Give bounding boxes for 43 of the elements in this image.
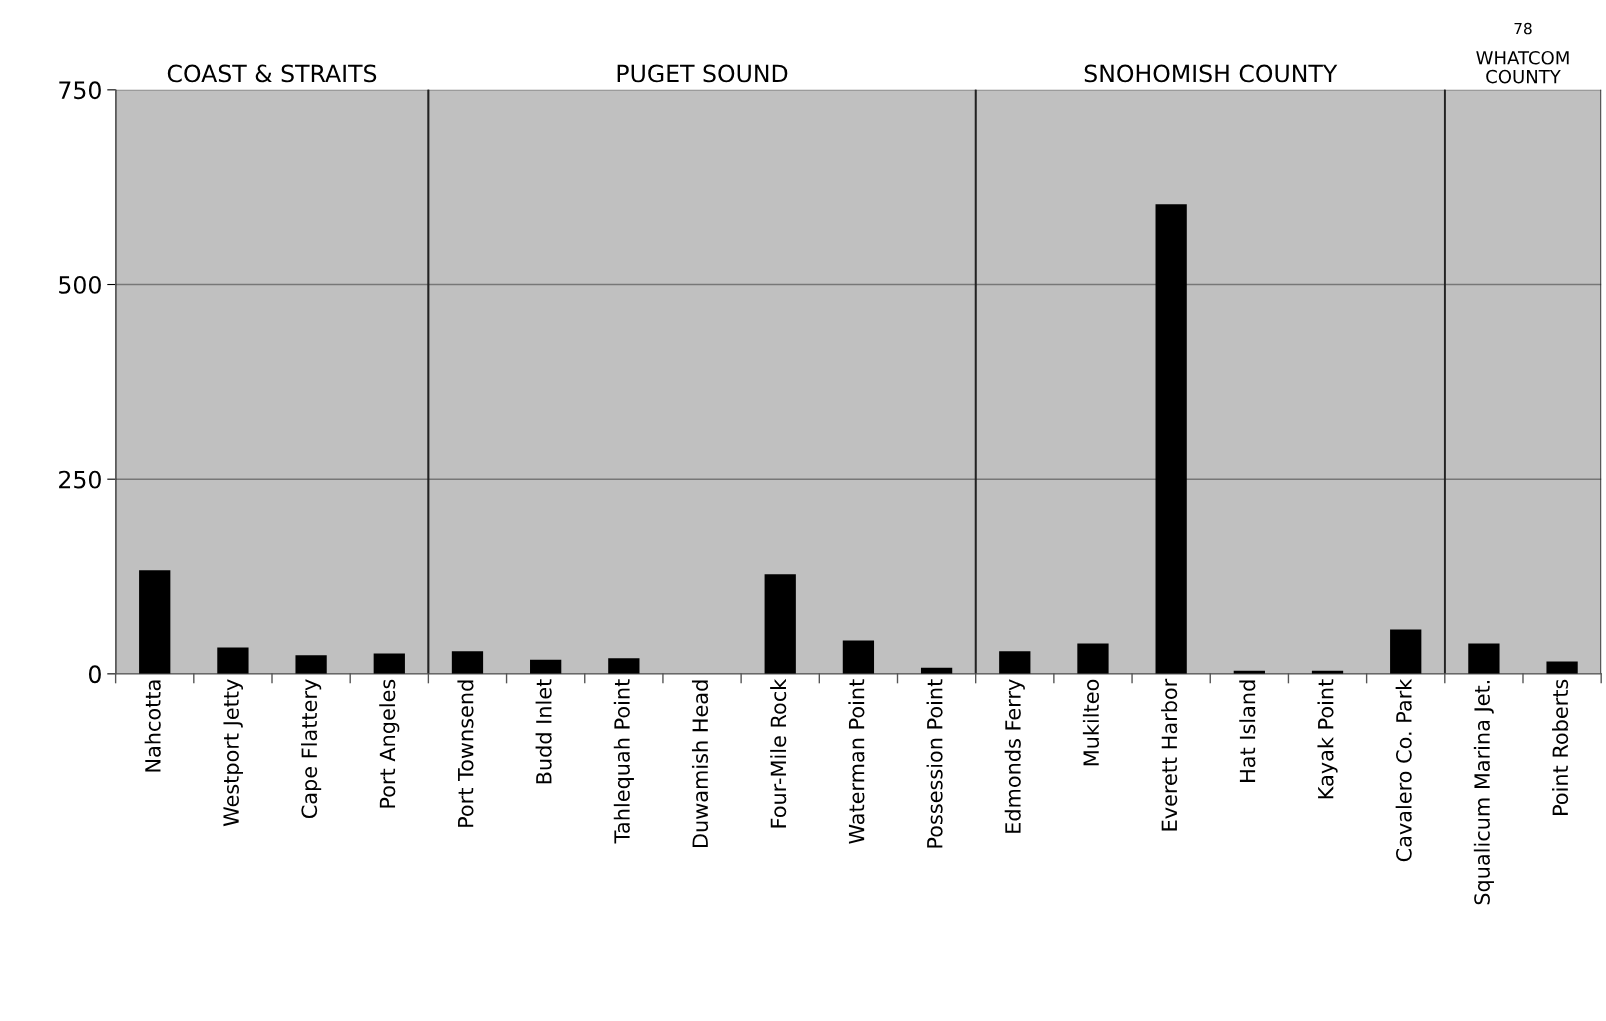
bar [1546, 661, 1578, 674]
y-tick-label: 250 [59, 470, 101, 489]
bar [608, 658, 640, 674]
band-label: PUGET SOUND [617, 64, 788, 83]
x-tick-label: Budd Inlet [535, 679, 552, 784]
y-tick-label: 0 [88, 665, 101, 684]
x-tick-label: Tahlequah Point [613, 679, 634, 844]
y-tick-label: 750 [59, 81, 101, 100]
bar [217, 647, 249, 674]
y-tick-label: 500 [59, 275, 101, 294]
bar [999, 651, 1031, 674]
band-label: COAST & STRAITS [167, 64, 377, 83]
bar [1468, 643, 1500, 674]
bar [842, 640, 875, 674]
x-tick-label: Hat Island [1239, 680, 1256, 782]
x-tick-label: Possession Point [926, 679, 943, 848]
x-tick-label: Cavalero Co. Park [1395, 678, 1412, 862]
x-tick-label: Waterman Point [848, 679, 865, 844]
bar [451, 651, 484, 674]
bar [295, 655, 327, 674]
band-label: WHATCOM COUNTY [1476, 50, 1569, 84]
band-label: SNOHOMISH COUNTY [1084, 64, 1338, 83]
x-tick-label: Duwamish Head [691, 680, 709, 847]
bar [1077, 643, 1109, 674]
bar [139, 570, 171, 674]
x-tick-label: Nahcotta [144, 680, 161, 772]
x-tick-label: Point Roberts [1552, 679, 1569, 815]
bar [530, 659, 562, 674]
x-tick-label: Cape Flattery [301, 679, 322, 819]
x-tick-label: Port Angeles [379, 679, 400, 808]
x-tick-label: Kayak Point [1317, 679, 1338, 799]
x-tick-label: Everett Harbor [1161, 678, 1178, 831]
bar [1390, 629, 1422, 674]
bar [764, 574, 796, 674]
bar [373, 653, 405, 674]
x-tick-label: Mukilteo [1082, 679, 1100, 766]
x-tick-label: Edmonds Ferry [1004, 679, 1025, 833]
bar [1155, 204, 1187, 674]
x-tick-label: Port Townsend [457, 680, 474, 827]
text: 78 [1514, 22, 1532, 35]
x-tick-label: Westport Jetty [223, 679, 243, 827]
x-tick-label: Squalicum Marina Jet. [1473, 680, 1494, 905]
x-tick-label: Four-Mile Rock [770, 678, 787, 828]
